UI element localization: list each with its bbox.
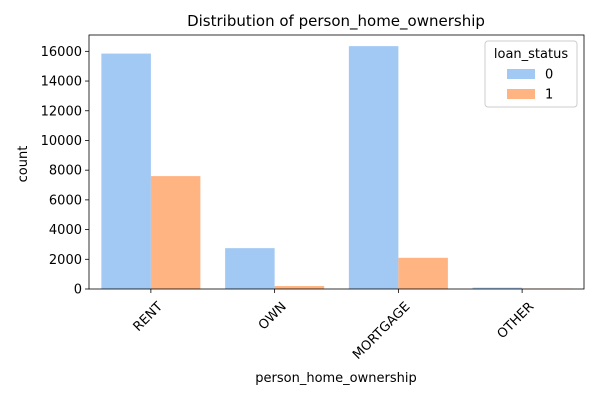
y-axis-label: count — [16, 146, 31, 183]
legend-label-1: 1 — [545, 88, 553, 103]
y-tick-label: 0 — [74, 283, 82, 298]
x-tick-label-rent: RENT — [131, 299, 166, 334]
bar-rent-status-1 — [150, 176, 201, 289]
axes-frame — [88, 34, 585, 290]
y-tick-label: 4000 — [49, 223, 82, 238]
y-tick-label: 2000 — [49, 253, 82, 268]
y-tick-label: 14000 — [41, 75, 82, 90]
bar-own-status-1 — [274, 286, 325, 289]
x-axis-label: person_home_ownership — [255, 371, 416, 386]
plot-area — [88, 34, 585, 290]
bar-mortgage-status-0 — [348, 46, 399, 289]
bar-own-status-0 — [225, 248, 275, 289]
bar-mortgage-status-1 — [398, 257, 448, 289]
legend-swatch-1 — [507, 89, 535, 99]
legend-title: loan_status — [494, 47, 568, 62]
legend-swatch-0 — [507, 69, 535, 79]
x-tick-label-mortgage: MORTGAGE — [350, 299, 413, 362]
x-tick-label-own: OWN — [256, 299, 290, 333]
x-tick-label-other: OTHER — [495, 299, 538, 342]
bar-other-status-0 — [472, 287, 523, 289]
y-tick-label: 6000 — [49, 193, 82, 208]
bar-rent-status-0 — [101, 53, 151, 289]
y-tick-label: 16000 — [41, 45, 82, 60]
y-tick-label: 8000 — [49, 164, 82, 179]
x-axis: RENT OWN MORTGAGE OTHER — [131, 289, 538, 363]
y-axis: 0 2000 4000 6000 8000 10000 12000 14000 16000 — [41, 45, 89, 298]
legend-label-0: 0 — [545, 68, 553, 83]
chart-title: Distribution of person_home_ownership — [187, 12, 485, 31]
y-tick-label: 12000 — [41, 104, 82, 119]
y-tick-label: 10000 — [41, 134, 82, 149]
legend: loan_status 0 1 — [484, 40, 578, 108]
